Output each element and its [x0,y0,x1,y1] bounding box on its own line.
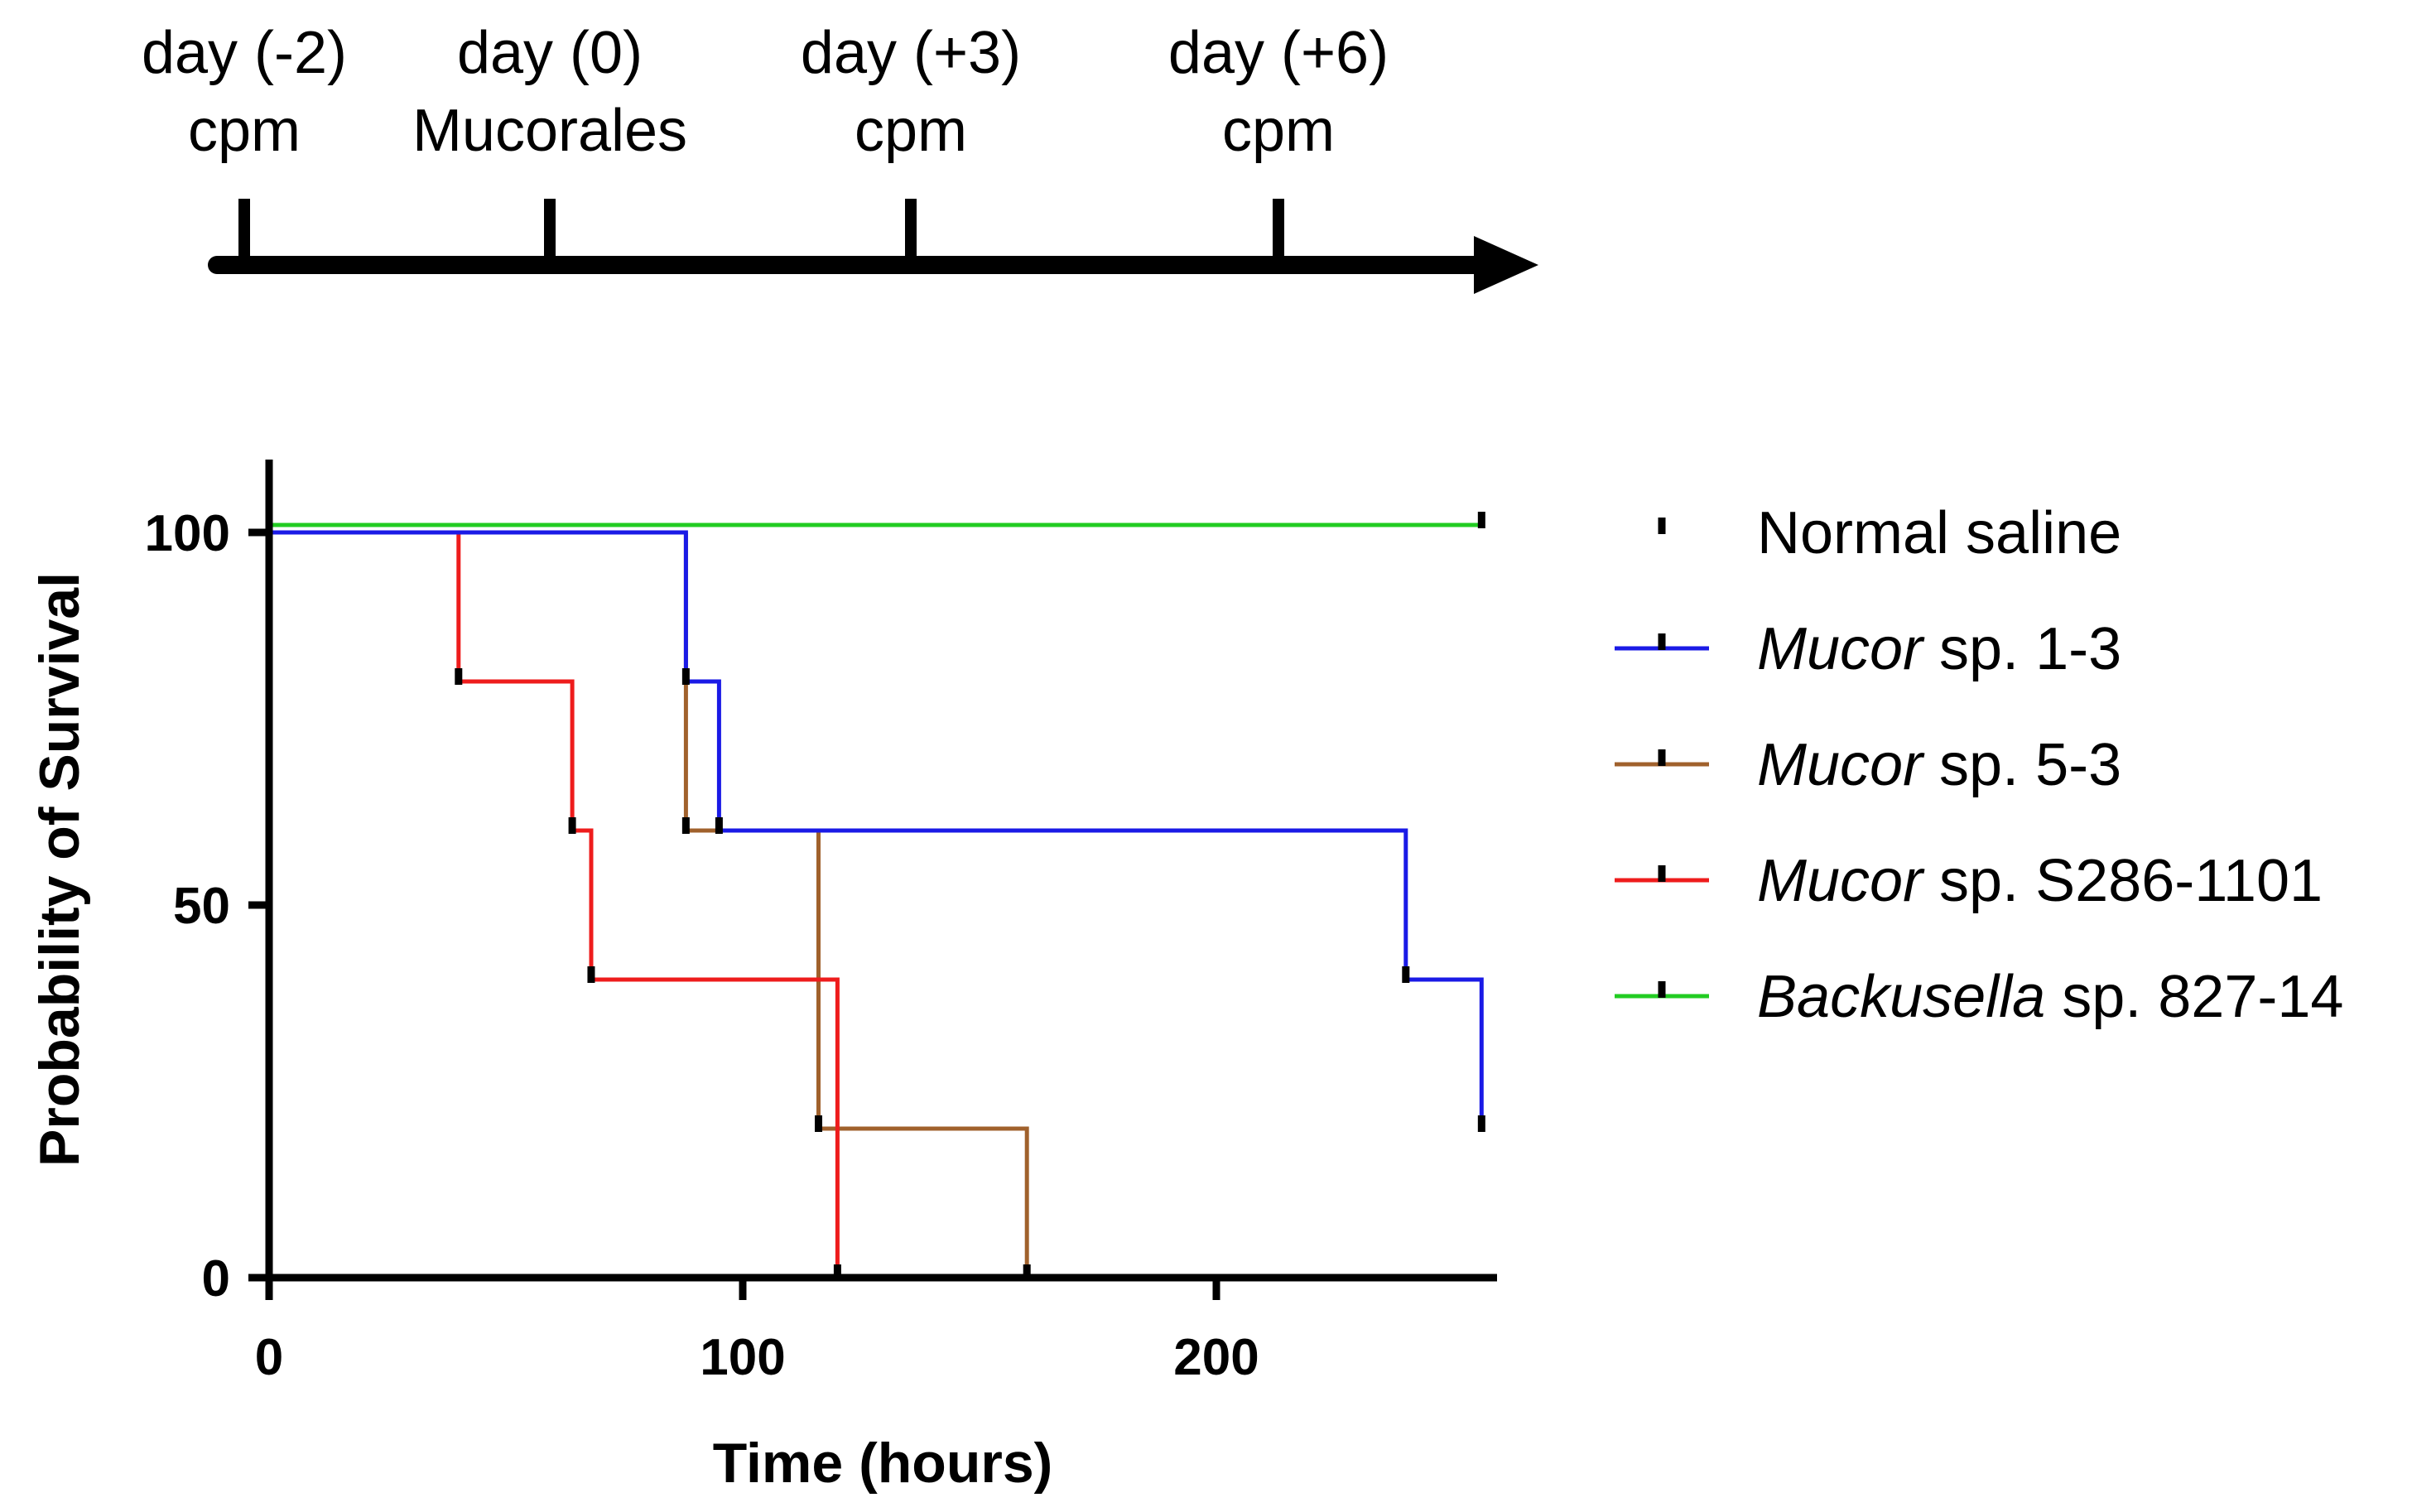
legend-marker [1658,633,1666,650]
legend-label: Backusella sp. 827-14 [1757,964,2343,1030]
legend-marker [1658,865,1666,882]
censor-mark [1477,1115,1485,1132]
legend-label: Mucor sp. 5-3 [1757,732,2121,798]
legend-item: Mucor sp. S286-1101 [1615,848,2323,914]
legend-label-rest: sp. 5-3 [1923,732,2121,798]
legend-marker [1658,518,1666,534]
legend-marker [1658,981,1666,998]
x-tick-label: 100 [700,1329,785,1386]
series-line-1 [269,530,1484,1129]
legend-label-rest: sp. 1-3 [1923,616,2121,682]
timeline-arrowhead [1474,236,1538,294]
series-layer [269,522,1484,1278]
legend-item: Mucor sp. 1-3 [1615,616,2121,682]
censor-mark [1023,1264,1031,1281]
censor-mark [815,1115,823,1132]
x-tick-label: 200 [1173,1329,1259,1386]
censor-mark [1402,966,1410,983]
timeline-event: day (0) Mucorales [412,20,687,265]
legend-label-genus: Backusella [1757,964,2045,1030]
timeline-treatment-label: Mucorales [412,98,687,164]
y-tick-label: 100 [145,505,230,562]
legend-label-genus: Mucor [1757,616,1925,682]
timeline-event: day (+3) cpm [801,20,1021,265]
censor-mark [1477,512,1485,528]
x-axis-label: Time (hours) [713,1432,1053,1495]
y-tick-label: 50 [173,878,230,935]
legend-item: Mucor sp. 5-3 [1615,732,2121,798]
timeline-day-label: day (-2) [142,20,347,86]
x-ticks: 0 100 200 [255,1278,1259,1386]
censor-mark [455,668,463,685]
censor-layer [455,512,1485,1281]
timeline-event: day (-2) cpm [142,20,347,265]
legend-label-rest: sp. S286-1101 [1923,848,2323,914]
y-axis-label: Probability of Survival [28,572,91,1167]
x-tick-label: 0 [255,1329,283,1386]
legend-label: Mucor sp. S286-1101 [1757,848,2323,914]
censor-mark [681,668,690,685]
series-line-2 [683,532,1029,1278]
timeline-day-label: day (0) [457,20,643,86]
censor-mark [681,817,690,834]
censor-mark [833,1264,841,1281]
legend-item: Backusella sp. 827-14 [1615,964,2343,1030]
legend-label: Mucor sp. 1-3 [1757,616,2121,682]
legend-label-genus: Mucor [1757,732,1925,798]
timeline-treatment-label: cpm [188,98,301,164]
legend-marker [1658,749,1666,766]
timeline-day-label: day (+3) [801,20,1021,86]
legend-label: Normal saline [1757,500,2121,566]
legend-item: Normal saline [1658,500,2121,566]
legend-label-rest: Normal saline [1757,500,2121,566]
survival-chart: 0 50 100 0 100 200 Probability of Survival T… [28,460,1497,1495]
y-tick-label: 0 [202,1250,230,1307]
timeline-event: day (+6) cpm [1168,20,1389,265]
series-line-3 [456,532,840,1278]
y-ticks: 0 50 100 [145,505,269,1307]
timeline-treatment-label: cpm [855,98,967,164]
timeline-treatment-label: cpm [1222,98,1335,164]
legend-label-genus: Mucor [1757,848,1925,914]
legend-label-rest: sp. 827-14 [2045,964,2343,1030]
censor-mark [568,817,576,834]
timeline-day-label: day (+6) [1168,20,1389,86]
censor-mark [715,817,723,834]
censor-mark [587,966,595,983]
